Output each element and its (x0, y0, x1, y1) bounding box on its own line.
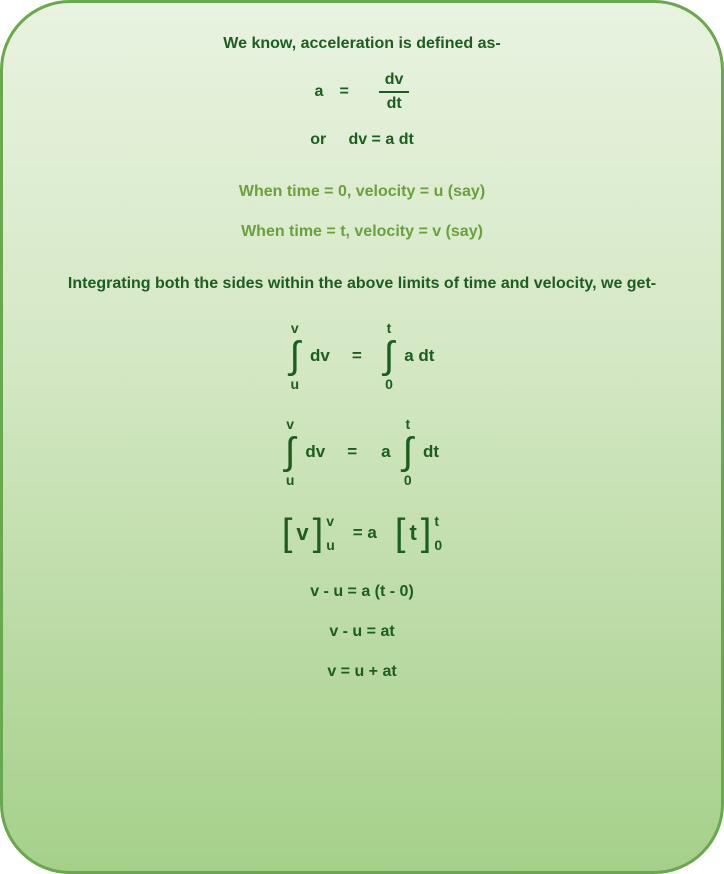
lim-bot-0-1: 0 (385, 377, 393, 391)
equals-1: = (339, 83, 348, 101)
lim-bot-u-1: u (290, 377, 299, 391)
integral-right-1: t ∫ 0 (384, 321, 394, 391)
lbracket-2: [ (395, 518, 406, 548)
lim-bot-u-2: u (286, 473, 295, 487)
eq-integral-1: v ∫ u dv = t ∫ 0 a dt (31, 321, 693, 391)
eq-evaluated-brackets: [ v ] v u = a [ t ] t 0 (31, 513, 693, 553)
int-sign-3: ∫ (285, 433, 295, 471)
bracket-v: [ v ] v u (282, 513, 335, 553)
denominator-dt: dt (379, 91, 410, 113)
integrand-dv-1: dv (310, 346, 330, 366)
br-lim-bot-u: u (326, 537, 335, 553)
br-lim-top-v: v (326, 513, 334, 529)
int-sign-4: ∫ (403, 433, 413, 471)
bracket-limits-v: v u (326, 513, 335, 553)
eq-dv-adt: or dv = a dt (31, 131, 693, 149)
eq-acceleration-definition: a = dv dt (31, 71, 693, 113)
equals-4: = a (353, 523, 377, 543)
int-sign-1: ∫ (290, 337, 300, 375)
integral-right-2: t ∫ 0 (403, 417, 413, 487)
br-lim-bot-0: 0 (434, 537, 442, 553)
lim-top-v-2: v (286, 417, 294, 431)
integrand-dt-2: dt (423, 442, 439, 462)
dv-equals-adt: dv = a dt (348, 131, 413, 148)
rbracket-1: ] (313, 518, 324, 548)
var-a: a (315, 83, 324, 101)
condition-2: When time = t, velocity = v (say) (31, 223, 693, 241)
fraction-dv-dt: dv dt (379, 71, 410, 113)
condition-1: When time = 0, velocity = u (say) (31, 183, 693, 201)
br-lim-top-t: t (434, 513, 439, 529)
rbracket-2: ] (421, 518, 432, 548)
integrand-dv-2: dv (305, 442, 325, 462)
lim-top-t-2: t (405, 417, 410, 431)
integrand-adt-1: a dt (404, 346, 434, 366)
equals-3: = (347, 442, 357, 462)
int-sign-2: ∫ (384, 337, 394, 375)
lbracket-1: [ (282, 518, 293, 548)
bracket-var-t: t (405, 520, 420, 546)
eq-final: v = u + at (31, 663, 693, 681)
equals-2: = (352, 346, 362, 366)
bracket-limits-t: t 0 (434, 513, 442, 553)
or-label: or (310, 131, 326, 148)
integral-left-1: v ∫ u (290, 321, 300, 391)
derivation-card: We know, acceleration is defined as- a =… (0, 0, 724, 874)
integral-left-2: v ∫ u (285, 417, 295, 487)
integrate-text: Integrating both the sides within the ab… (31, 275, 693, 293)
lim-bot-0-2: 0 (404, 473, 412, 487)
eq-step-4: v - u = a (t - 0) (31, 583, 693, 601)
eq-integral-2: v ∫ u dv = a t ∫ 0 dt (31, 417, 693, 487)
lim-top-v-1: v (291, 321, 299, 335)
numerator-dv: dv (379, 71, 410, 91)
intro-text: We know, acceleration is defined as- (31, 35, 693, 53)
coef-a: a (381, 442, 390, 462)
bracket-t: [ t ] t 0 (395, 513, 442, 553)
bracket-var-v: v (292, 520, 312, 546)
eq-step-5: v - u = at (31, 623, 693, 641)
lim-top-t-1: t (387, 321, 392, 335)
